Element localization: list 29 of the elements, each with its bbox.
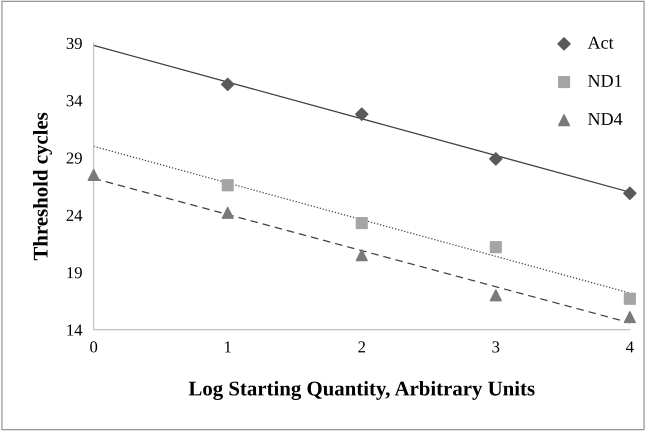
- point: [88, 168, 100, 182]
- y-tick-label: 19: [67, 267, 82, 278]
- point: [490, 241, 502, 254]
- x-tick-label: 4: [626, 341, 634, 352]
- x-tick-label: 1: [225, 341, 231, 352]
- y-tick-label: 14: [67, 324, 82, 336]
- point: [355, 107, 369, 121]
- y-tick-label: 34: [66, 95, 82, 106]
- y-axis-title: Threshold cycles: [33, 112, 52, 260]
- point: [624, 311, 636, 324]
- x-tick-label: 3: [492, 341, 500, 353]
- point: [624, 292, 636, 305]
- x-tick-label: 0: [90, 341, 98, 353]
- point: [356, 249, 368, 262]
- x-axis-title: Log Starting Quantity, Arbitrary Units: [188, 380, 535, 400]
- point: [356, 217, 368, 230]
- point: [222, 206, 234, 219]
- y-tick-label: 39: [66, 38, 82, 50]
- legend-label: ND1: [588, 74, 622, 87]
- x-tick-label: 2: [358, 341, 366, 352]
- y-tick-label: 29: [66, 152, 82, 164]
- legend-label: Act: [588, 36, 614, 49]
- point: [623, 186, 637, 200]
- legend-label: ND4: [588, 113, 622, 125]
- point: [490, 289, 502, 302]
- point: [489, 152, 503, 166]
- point: [220, 78, 234, 92]
- y-tick-label: 24: [66, 210, 82, 221]
- point: [222, 179, 234, 192]
